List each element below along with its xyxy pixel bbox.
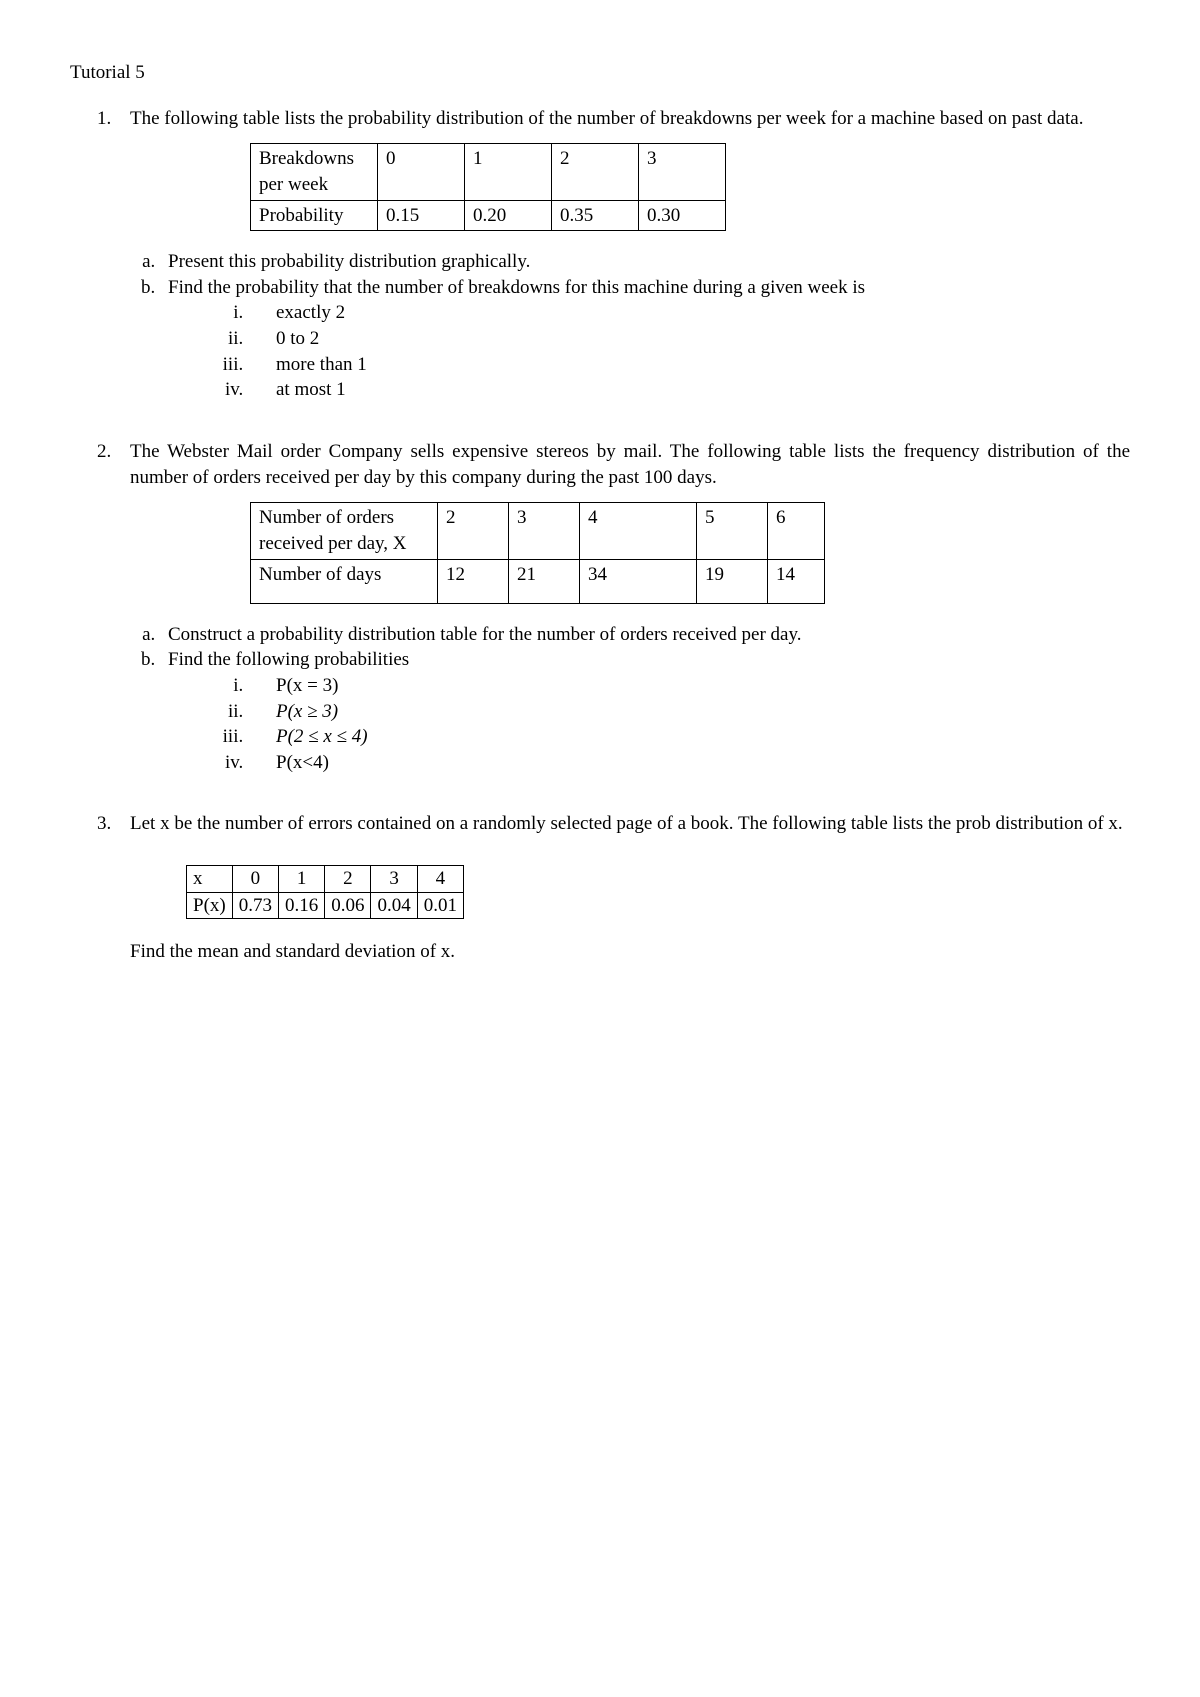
q1-table: Breakdowns per week0123Probability0.150.…: [250, 143, 726, 231]
q1-a: Present this probability distribution gr…: [160, 249, 1130, 275]
q2-b-iv: P(x<4): [248, 750, 1130, 776]
table-cell: 0.04: [371, 892, 417, 919]
q2-b-items: P(x = 3) P(x ≥ 3) P(2 ≤ x ≤ 4) P(x<4): [168, 673, 1130, 776]
table-cell: 0.30: [639, 200, 726, 231]
q2-b-text: Find the following probabilities: [168, 649, 409, 670]
table-cell: Number of days: [251, 559, 438, 603]
table-cell: 21: [509, 559, 580, 603]
q1-b-i: exactly 2: [248, 300, 1130, 326]
table-cell: 0: [232, 866, 278, 893]
table-cell: 0.01: [417, 892, 463, 919]
question-1: The following table lists the probabilit…: [116, 106, 1130, 403]
table-cell: 4: [417, 866, 463, 893]
q1-b-iii: more than 1: [248, 352, 1130, 378]
page-title: Tutorial 5: [70, 60, 1130, 86]
table-cell: 2: [325, 866, 371, 893]
table-cell: 5: [697, 503, 768, 559]
q2-b-i: P(x = 3): [248, 673, 1130, 699]
table-cell: 0.20: [465, 200, 552, 231]
q2-b-iii-text: P(2 ≤ x ≤ 4): [276, 726, 368, 747]
table-cell: 19: [697, 559, 768, 603]
table-cell: 2: [438, 503, 509, 559]
q2-intro: The Webster Mail order Company sells exp…: [130, 439, 1130, 490]
table-cell: 0.06: [325, 892, 371, 919]
table-cell: 0.73: [232, 892, 278, 919]
table-cell: Breakdowns per week: [251, 144, 378, 200]
table-cell: 0: [378, 144, 465, 200]
table-cell: x: [187, 866, 233, 893]
q2-table: Number of orders received per day, X2345…: [250, 502, 825, 603]
q3-table: x01234 P(x)0.730.160.060.040.01: [186, 865, 464, 919]
q2-subparts: Construct a probability distribution tab…: [130, 622, 1130, 776]
page: Tutorial 5 The following table lists the…: [0, 0, 1200, 1697]
q2-a: Construct a probability distribution tab…: [160, 622, 1130, 648]
table-cell: 14: [768, 559, 825, 603]
q1-subparts: Present this probability distribution gr…: [130, 249, 1130, 403]
table-cell: 4: [580, 503, 697, 559]
table-cell: 12: [438, 559, 509, 603]
table-cell: 0.35: [552, 200, 639, 231]
table-cell: 1: [465, 144, 552, 200]
table-cell: 2: [552, 144, 639, 200]
table-cell: 0.15: [378, 200, 465, 231]
table-cell: Number of orders received per day, X: [251, 503, 438, 559]
table-cell: 1: [278, 866, 324, 893]
q2-b: Find the following probabilities P(x = 3…: [160, 647, 1130, 775]
questions-list: The following table lists the probabilit…: [70, 106, 1130, 965]
table-cell: 3: [509, 503, 580, 559]
question-3: Let x be the number of errors contained …: [116, 811, 1130, 965]
question-2: The Webster Mail order Company sells exp…: [116, 439, 1130, 775]
table-cell: 6: [768, 503, 825, 559]
table-cell: P(x): [187, 892, 233, 919]
q3-conclusion: Find the mean and standard deviation of …: [130, 939, 1130, 965]
q1-b-ii: 0 to 2: [248, 326, 1130, 352]
table-cell: 3: [371, 866, 417, 893]
q1-intro: The following table lists the probabilit…: [130, 106, 1130, 132]
q3-intro: Let x be the number of errors contained …: [130, 811, 1130, 837]
q2-b-ii-text: P(x ≥ 3): [276, 701, 338, 722]
q2-b-ii: P(x ≥ 3): [248, 699, 1130, 725]
q1-b: Find the probability that the number of …: [160, 275, 1130, 403]
q2-b-iii: P(2 ≤ x ≤ 4): [248, 724, 1130, 750]
q1-b-items: exactly 2 0 to 2 more than 1 at most 1: [168, 300, 1130, 403]
table-cell: 3: [639, 144, 726, 200]
table-cell: 34: [580, 559, 697, 603]
q1-b-iv: at most 1: [248, 377, 1130, 403]
table-cell: Probability: [251, 200, 378, 231]
q1-b-text: Find the probability that the number of …: [168, 277, 865, 298]
table-cell: 0.16: [278, 892, 324, 919]
